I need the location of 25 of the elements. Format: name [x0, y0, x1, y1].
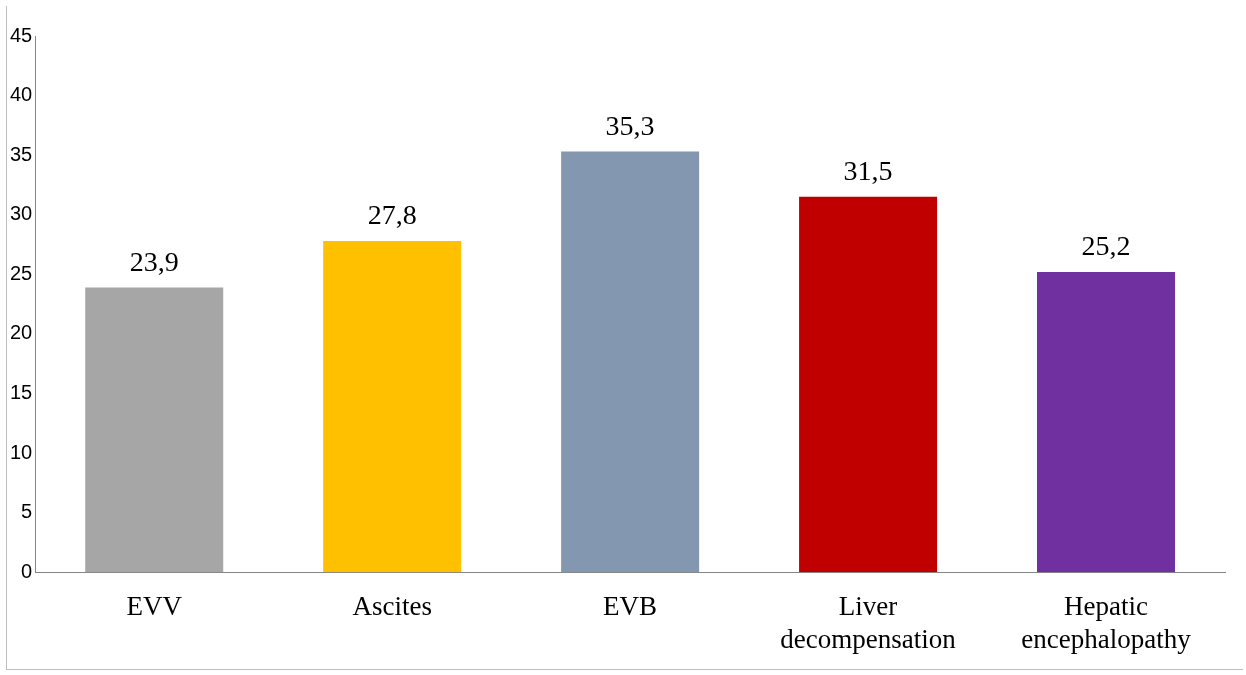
data-label: 35,3 — [605, 109, 655, 141]
data-label: 25,2 — [1081, 230, 1131, 262]
bar — [799, 196, 938, 573]
y-tick-label: 0 — [21, 559, 33, 582]
x-tick-label: Hepatic encephalopathy — [1021, 591, 1192, 654]
y-tick-label: 25 — [10, 261, 33, 284]
bar — [323, 240, 462, 573]
data-label: 23,9 — [129, 245, 179, 277]
y-tick-label: 10 — [10, 440, 33, 463]
x-tick-label: Ascites — [352, 591, 432, 622]
data-label: 31,5 — [843, 155, 893, 187]
bar — [85, 287, 224, 573]
x-tick-label: Liver decompensation — [780, 591, 957, 654]
y-tick-label: 5 — [21, 500, 33, 523]
x-tick-label: EVB — [603, 591, 658, 622]
y-tick-label: 30 — [10, 202, 33, 225]
data-label: 27,8 — [367, 199, 417, 231]
x-tick-label: EVV — [126, 591, 183, 622]
y-tick-label: 15 — [10, 380, 33, 403]
y-tick-label: 45 — [10, 23, 33, 46]
y-tick-label: 40 — [10, 83, 33, 106]
y-tick-label: 20 — [10, 321, 33, 344]
y-tick-label: 35 — [10, 142, 33, 165]
bar — [1037, 271, 1176, 573]
bar — [561, 151, 700, 573]
